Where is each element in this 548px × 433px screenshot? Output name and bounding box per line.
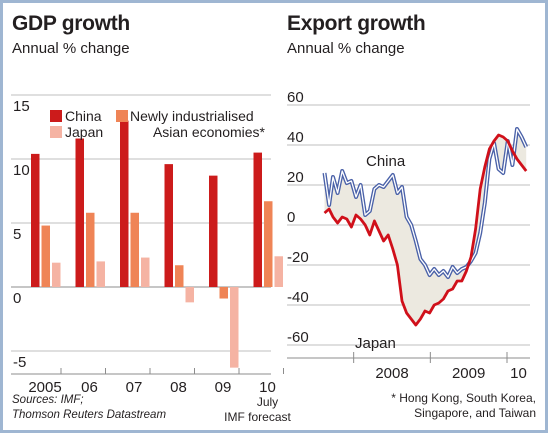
export-xtick-label: 2008 bbox=[375, 365, 408, 382]
export-title: Export growth bbox=[287, 12, 426, 35]
export-ytick-label: -20 bbox=[287, 249, 309, 266]
gdp-bar-china bbox=[164, 164, 173, 287]
gdp-ytick-label: 5 bbox=[13, 226, 21, 243]
gdp-bar-japan bbox=[52, 262, 61, 287]
gdp-bar-china bbox=[120, 120, 129, 287]
gdp-bar-china bbox=[31, 153, 40, 287]
gdp-xtick-label: 07 bbox=[126, 379, 143, 396]
export-ytick-label: 0 bbox=[287, 209, 295, 226]
footnote-line-1: * Hong Kong, South Korea, bbox=[391, 391, 536, 405]
gdp-bar-newly bbox=[219, 287, 228, 299]
export-series-china bbox=[323, 128, 527, 278]
legend-label-china: China bbox=[65, 108, 102, 124]
gdp-bar-japan bbox=[274, 256, 283, 287]
gdp-forecast-note: July bbox=[257, 395, 278, 409]
gdp-bar-china bbox=[253, 152, 262, 287]
export-subtitle: Annual % change bbox=[287, 40, 405, 57]
export-ytick-label: -40 bbox=[287, 289, 309, 306]
gdp-bar-japan bbox=[230, 287, 239, 368]
gdp-xtick-label: 2005 bbox=[28, 379, 61, 396]
export-annotation-japan: Japan bbox=[355, 335, 396, 352]
legend-label-nie-cont: Asian economies* bbox=[153, 124, 266, 140]
gdp-bar-newly bbox=[264, 201, 273, 287]
gdp-bar-newly bbox=[130, 212, 139, 287]
gdp-xtick-label: 09 bbox=[215, 379, 232, 396]
gdp-ytick-label: -5 bbox=[13, 354, 26, 371]
gdp-xtick-label: 06 bbox=[81, 379, 98, 396]
gdp-xtick-label: 10 bbox=[259, 379, 276, 396]
footnote-line-2: Singapore, and Taiwan bbox=[414, 406, 536, 420]
export-series-japan bbox=[323, 133, 528, 327]
legend-label-japan: Japan bbox=[65, 124, 103, 140]
gdp-ytick-label: 0 bbox=[13, 290, 21, 307]
legend-swatch-nie bbox=[116, 110, 128, 122]
export-ytick-label: 40 bbox=[287, 129, 304, 146]
export-ytick-label: 60 bbox=[287, 89, 304, 106]
export-annotation-china: China bbox=[366, 153, 406, 170]
gdp-xtick-label: 08 bbox=[170, 379, 187, 396]
gdp-bar-newly bbox=[175, 265, 184, 287]
legend-swatch-japan bbox=[50, 126, 62, 138]
gdp-bar-newly bbox=[41, 225, 50, 287]
gdp-bar-japan bbox=[185, 287, 194, 303]
gdp-bar-china bbox=[209, 175, 218, 287]
gdp-bar-japan bbox=[141, 257, 150, 287]
gdp-bar-china bbox=[75, 138, 84, 287]
legend-label-nie: Newly industrialised bbox=[130, 108, 254, 124]
gdp-subtitle: Annual % change bbox=[12, 40, 130, 57]
gdp-title: GDP growth bbox=[12, 12, 130, 35]
gdp-ytick-label: 15 bbox=[13, 98, 30, 115]
gdp-forecast-note: IMF forecast bbox=[224, 410, 291, 424]
export-ytick-label: -60 bbox=[287, 329, 309, 346]
sources-line-1: Sources: IMF; bbox=[12, 394, 84, 406]
export-ytick-label: 20 bbox=[287, 169, 304, 186]
sources-line-2: Thomson Reuters Datastream bbox=[12, 409, 167, 421]
export-xtick-label: 10 bbox=[510, 365, 527, 382]
gdp-ytick-label: 10 bbox=[13, 162, 30, 179]
gdp-bar-newly bbox=[86, 212, 95, 287]
gdp-bar-japan bbox=[96, 261, 105, 287]
export-xtick-label: 2009 bbox=[452, 365, 485, 382]
legend-swatch-china bbox=[50, 110, 62, 122]
